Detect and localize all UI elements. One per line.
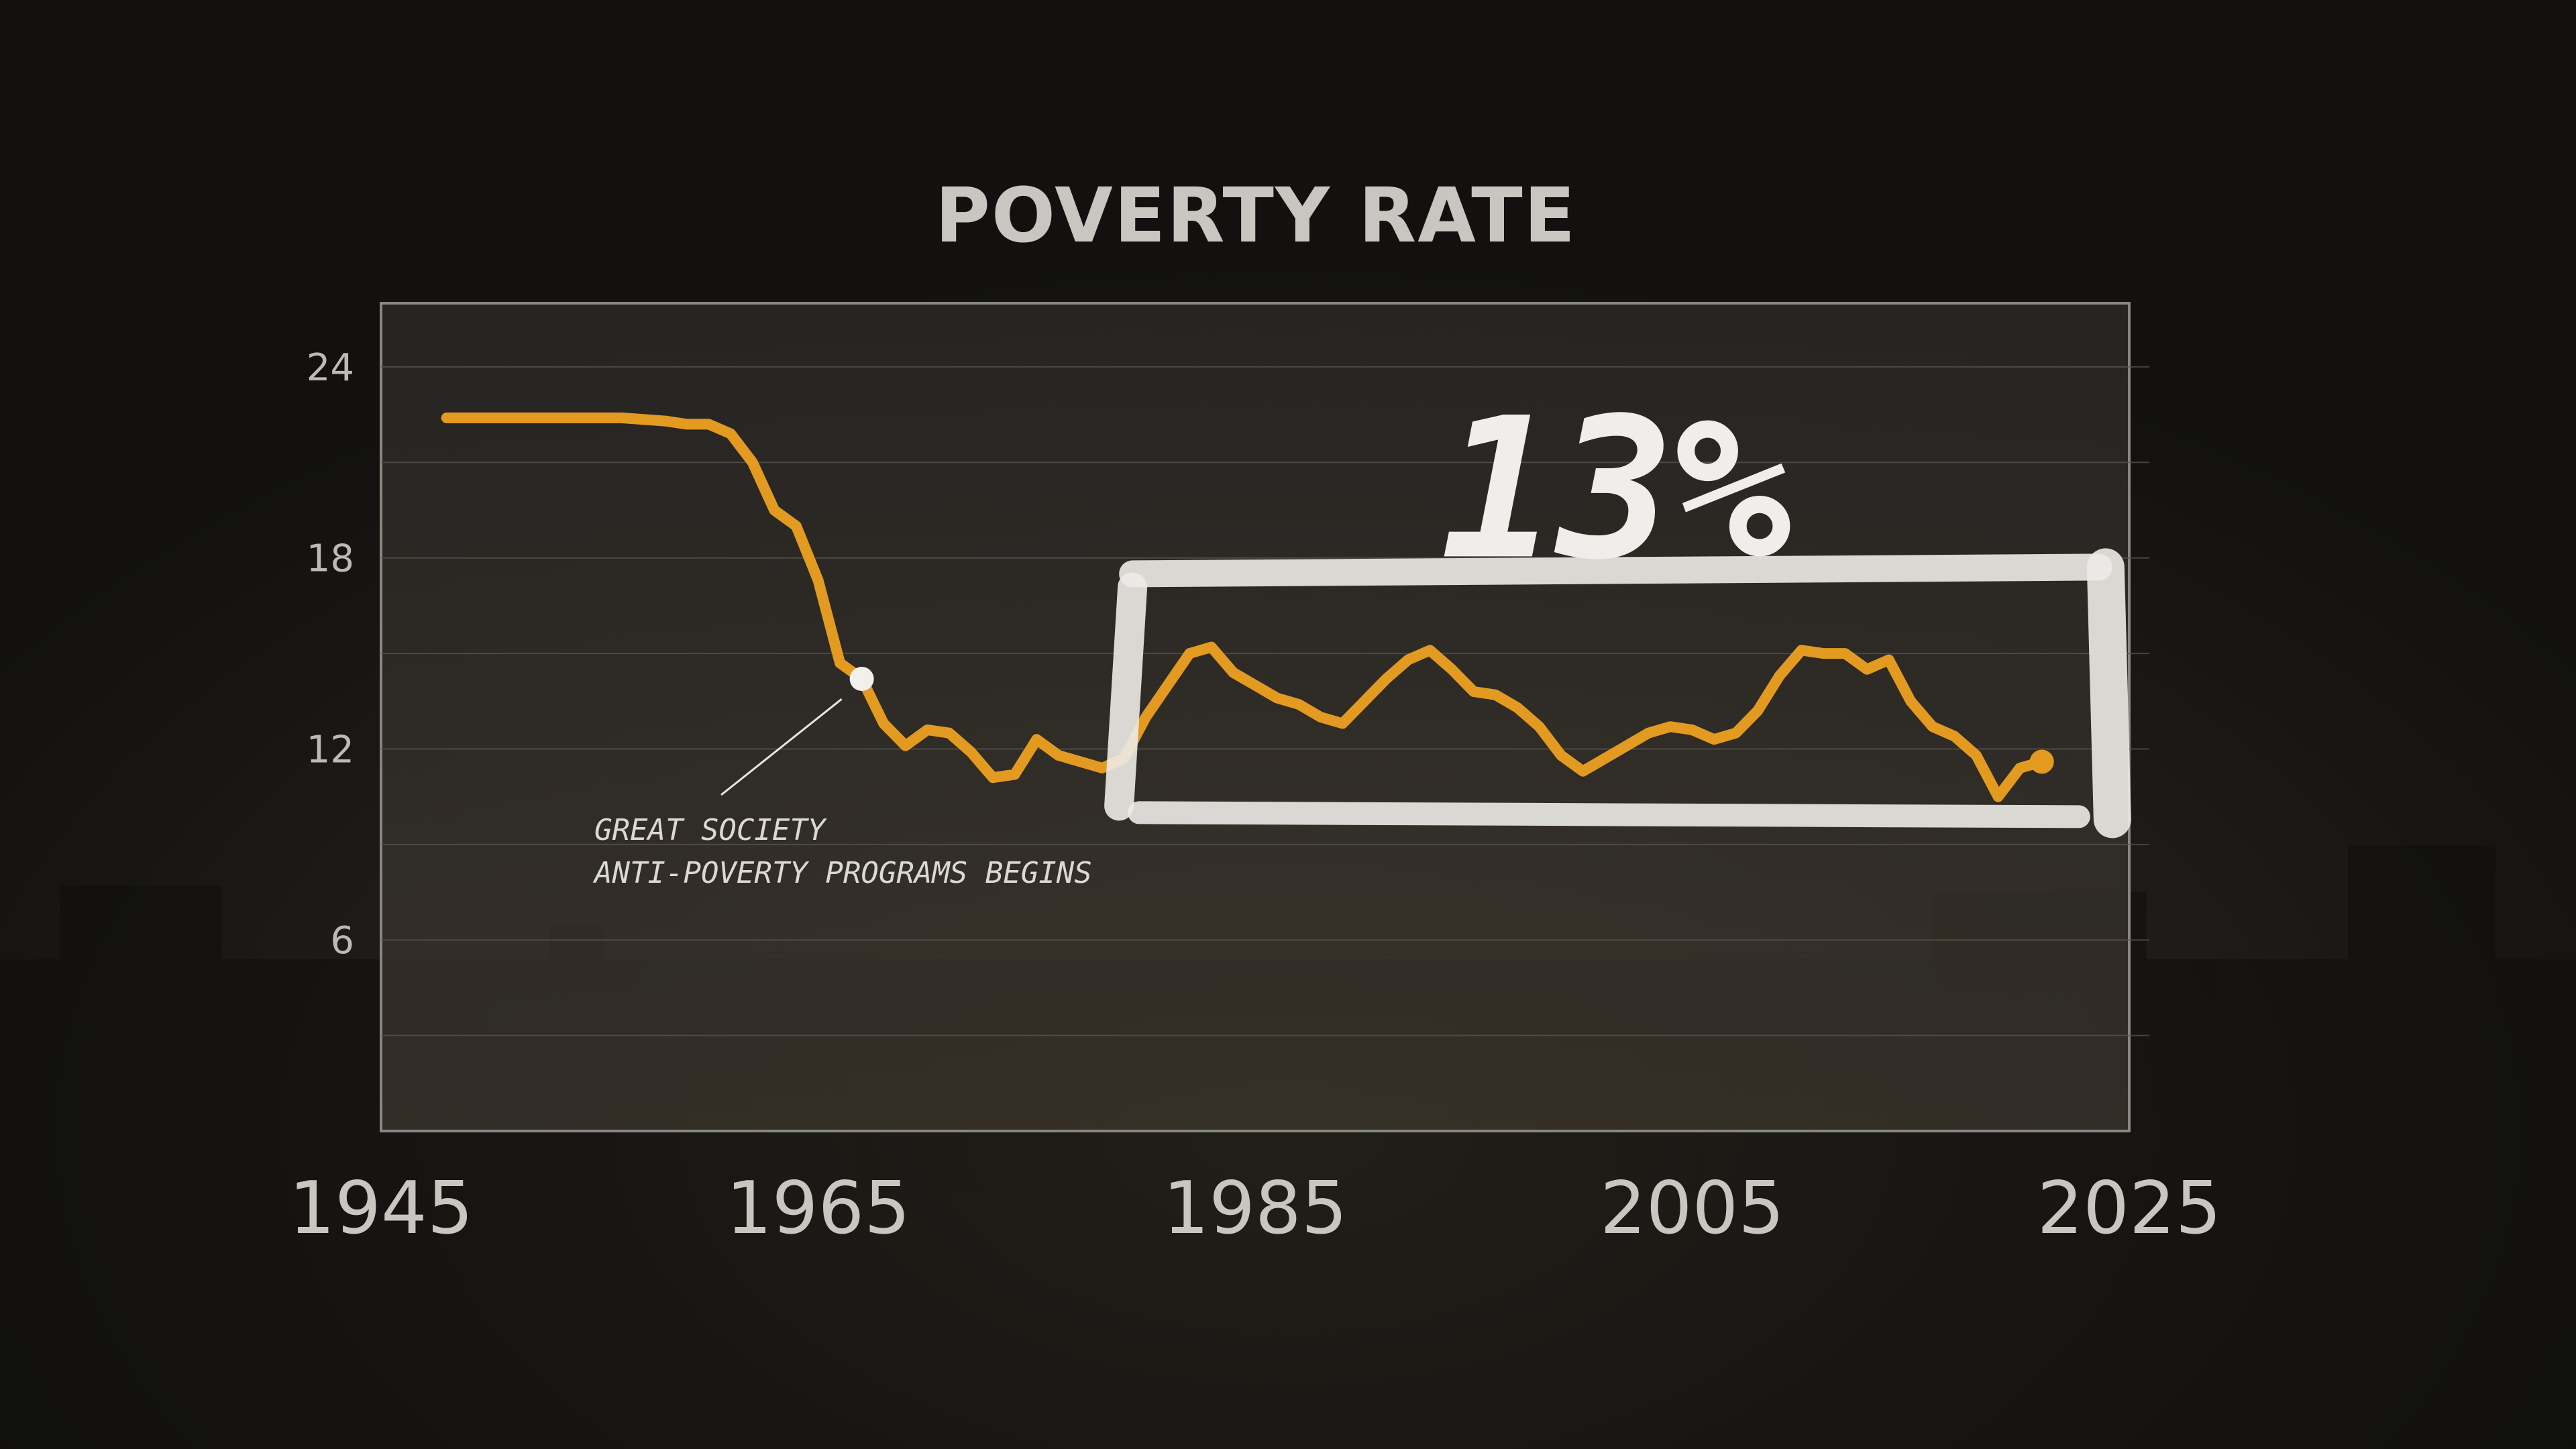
callout-box-top	[1119, 553, 2112, 588]
series-end-point	[2029, 749, 2054, 774]
y-tick-label-6: 6	[330, 919, 354, 963]
series-layer	[441, 412, 2054, 802]
annotation-leader-line	[720, 698, 843, 796]
series-line-0	[441, 412, 2047, 802]
y-tick-label-24: 24	[307, 346, 354, 390]
y-ticks: 6 12 18 24	[307, 346, 354, 963]
callout-layer: 13%	[1104, 376, 2131, 839]
x-tick-label-1965: 1965	[726, 1167, 910, 1250]
plot-panel	[380, 302, 2131, 1132]
annotation-text-line-0: GREAT SOCIETY	[594, 813, 827, 847]
grid-lines	[381, 366, 2149, 1036]
callout-box-bottom	[1128, 801, 2090, 828]
x-tick-label-1945: 1945	[289, 1167, 474, 1250]
y-tick-label-12: 12	[307, 728, 354, 771]
callout-box-left	[1104, 572, 1148, 821]
callout-label: 13%	[1440, 376, 1793, 602]
annotation-marker	[849, 667, 874, 692]
x-tick-label-1985: 1985	[1163, 1167, 1348, 1250]
annotation-text-line-1: ANTI-POVERTY PROGRAMS BEGINS	[592, 856, 1092, 890]
x-tick-label-2025: 2025	[2037, 1167, 2222, 1250]
callout-box-right	[2086, 548, 2131, 839]
chart-title: POVERTY RATE	[935, 172, 1576, 260]
y-tick-label-18: 18	[307, 537, 354, 581]
x-ticks: 1945 1965 1985 2005 2025	[289, 1167, 2222, 1250]
annotation-layer: GREAT SOCIETY ANTI-POVERTY PROGRAMS BEGIN…	[592, 667, 1092, 890]
x-tick-label-2005: 2005	[1600, 1167, 1784, 1250]
